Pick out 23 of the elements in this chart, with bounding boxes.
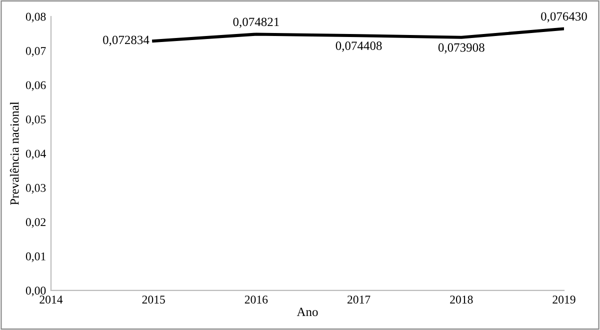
data-label: 0,074821: [233, 18, 279, 28]
y-tick-label: 0,06: [26, 81, 46, 91]
x-tick-label: 2016: [244, 296, 268, 304]
x-tick-label: 2019: [552, 296, 576, 304]
x-axis-title: Ano: [296, 308, 318, 316]
data-label: 0,072834: [103, 36, 150, 46]
y-axis-title: Prevalência nacional: [10, 102, 19, 205]
x-tick-label: 2018: [450, 296, 473, 304]
x-tick-label: 2015: [142, 296, 165, 304]
data-label: 0,073908: [438, 43, 484, 54]
y-tick-label: 0,08: [26, 12, 46, 22]
y-tick-label: 0,07: [26, 46, 46, 57]
y-tick-label: 0,04: [26, 150, 46, 160]
y-tick-label: 0,05: [26, 115, 46, 126]
y-tick-label: 0,01: [26, 252, 46, 262]
y-tick-label: 0,03: [26, 184, 46, 194]
y-tick-label: 0,00: [26, 286, 46, 296]
x-tick-label: 2014: [40, 296, 63, 304]
data-label: 0,074408: [336, 42, 382, 52]
line-series: [152, 27, 564, 43]
x-tick-label: 2017: [348, 296, 370, 304]
data-label: 0,076430: [541, 12, 587, 22]
y-tick-label: 0,02: [26, 218, 46, 228]
